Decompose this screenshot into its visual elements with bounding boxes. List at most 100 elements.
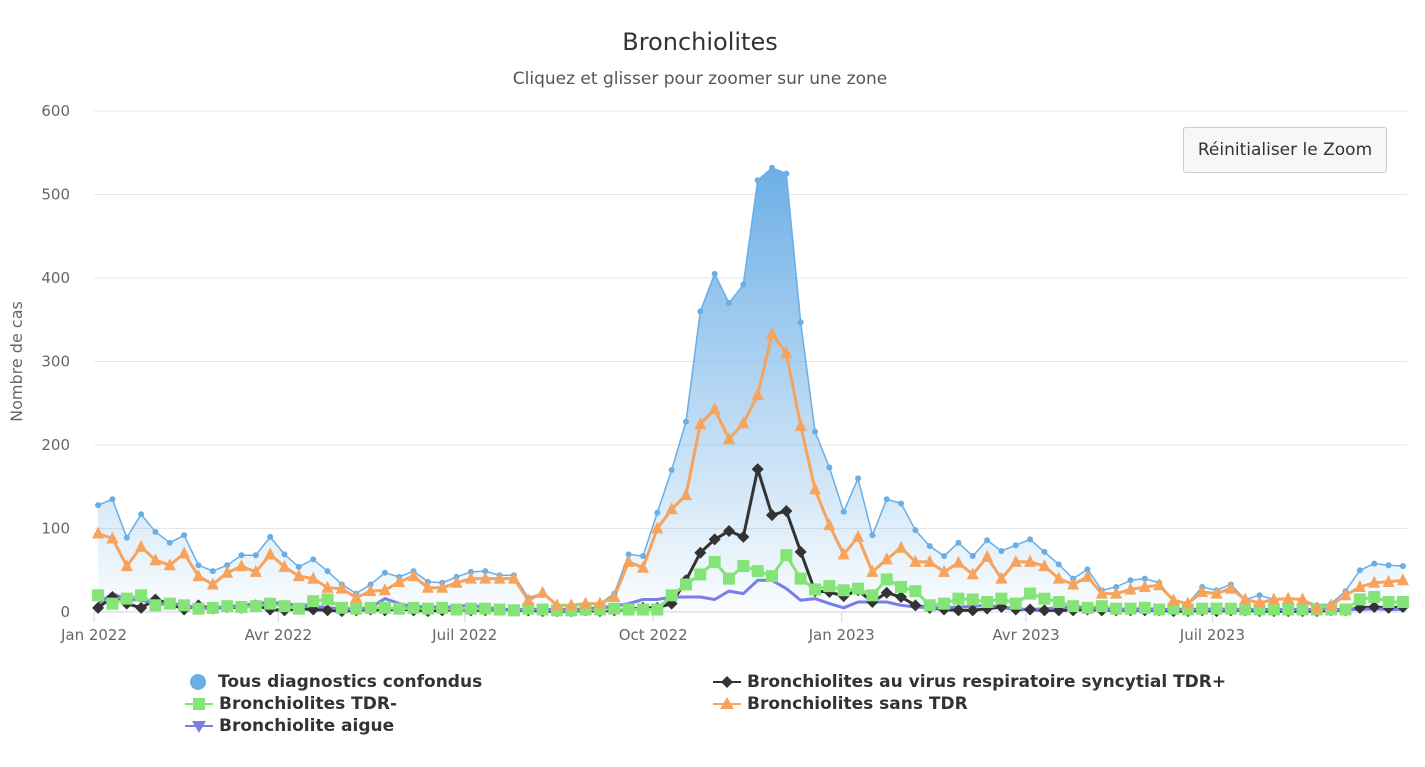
data-point — [464, 602, 477, 615]
data-point — [1127, 577, 1134, 584]
data-point — [1067, 600, 1080, 613]
data-point — [249, 600, 262, 613]
data-point — [625, 551, 632, 558]
data-point — [1009, 597, 1022, 610]
data-point — [984, 537, 991, 544]
data-point — [1353, 593, 1366, 606]
data-point — [797, 319, 804, 326]
data-point — [1339, 603, 1352, 616]
data-point — [1095, 586, 1108, 599]
y-tick-label: 600 — [41, 102, 70, 120]
data-point — [163, 597, 176, 610]
data-point — [995, 592, 1008, 605]
data-point — [235, 559, 248, 572]
data-point — [321, 580, 334, 593]
data-point — [998, 548, 1005, 555]
y-tick-label: 200 — [41, 436, 70, 454]
y-tick-label: 300 — [41, 353, 70, 371]
data-point — [1067, 577, 1080, 590]
data-point — [135, 539, 148, 552]
data-point — [407, 601, 420, 614]
data-point — [1368, 600, 1381, 613]
data-point — [812, 428, 819, 435]
x-tick-label: Avr 2023 — [992, 626, 1059, 644]
data-point — [1196, 584, 1209, 597]
data-point — [780, 549, 793, 562]
data-point — [95, 502, 102, 509]
legend-item-sans-tdr[interactable]: Bronchiolites sans TDR — [713, 694, 968, 714]
data-point — [852, 582, 865, 595]
data-point — [938, 564, 951, 577]
data-point — [421, 580, 434, 593]
data-point — [952, 555, 965, 568]
data-point — [181, 532, 188, 539]
legend-label: Tous diagnostics confondus — [218, 672, 483, 692]
data-point — [436, 601, 449, 614]
data-point — [321, 604, 334, 617]
data-point — [152, 528, 159, 535]
data-point — [823, 518, 836, 531]
data-point — [335, 601, 348, 614]
data-point — [106, 531, 119, 544]
data-point — [769, 164, 776, 171]
data-point — [694, 568, 707, 581]
data-point — [880, 552, 893, 565]
data-point — [866, 564, 879, 577]
data-point — [1282, 591, 1295, 604]
x-tick-label: Juil 2023 — [1179, 626, 1245, 644]
data-point — [869, 532, 876, 539]
data-point — [1399, 563, 1406, 570]
data-point — [654, 509, 661, 516]
legend-item-bronchiolite-aigue[interactable]: Bronchiolite aigue — [185, 716, 394, 736]
data-point — [852, 529, 865, 542]
data-point — [969, 553, 976, 560]
data-point — [464, 571, 477, 584]
data-point — [238, 552, 245, 559]
data-point — [725, 300, 732, 307]
data-point — [292, 569, 305, 582]
data-point — [493, 571, 506, 584]
data-point — [1141, 575, 1148, 582]
data-point — [754, 177, 761, 184]
data-point — [1353, 579, 1366, 592]
legend-label: Bronchiolites sans TDR — [747, 694, 968, 714]
data-point — [335, 581, 348, 594]
reset-zoom-button[interactable]: Réinitialiser le Zoom — [1183, 127, 1387, 173]
data-point — [608, 589, 621, 602]
data-point — [1256, 592, 1263, 599]
data-point — [192, 569, 205, 582]
data-point — [364, 584, 377, 597]
data-point — [195, 562, 202, 569]
data-point — [1024, 603, 1037, 616]
data-point — [1138, 601, 1151, 614]
data-point — [711, 270, 718, 277]
data-point — [981, 595, 994, 608]
data-point — [651, 521, 664, 534]
data-point — [895, 580, 908, 593]
data-point — [278, 559, 291, 572]
data-point — [923, 599, 936, 612]
data-point — [120, 559, 133, 572]
data-point — [393, 602, 406, 615]
data-point — [966, 567, 979, 580]
data-point — [1356, 567, 1363, 574]
data-point — [751, 463, 764, 476]
data-point — [350, 590, 363, 603]
data-point — [794, 572, 807, 585]
data-point — [1138, 579, 1151, 592]
y-tick-label: 100 — [41, 520, 70, 538]
legend-item-tdr-minus[interactable]: Bronchiolites TDR- — [185, 694, 397, 714]
data-point — [350, 602, 363, 615]
data-point — [138, 511, 145, 518]
data-point — [267, 533, 274, 540]
legend-item-rsv-tdr-plus[interactable]: Bronchiolites au virus respiratoire sync… — [713, 672, 1226, 692]
data-point — [221, 600, 234, 613]
legend-item-tous-diagnostics[interactable]: Tous diagnostics confondus — [188, 672, 482, 692]
data-point — [880, 573, 893, 586]
data-point — [622, 554, 635, 567]
data-point — [264, 597, 277, 610]
data-point — [1267, 603, 1280, 616]
triangle-marker-icon — [713, 697, 741, 709]
data-point — [1110, 602, 1123, 615]
